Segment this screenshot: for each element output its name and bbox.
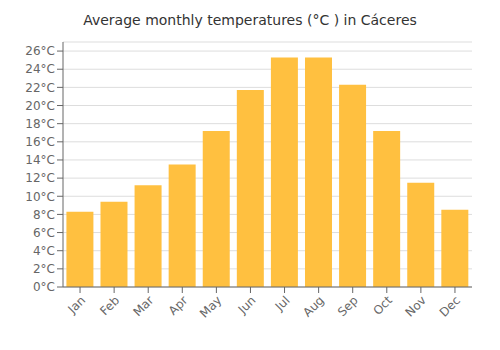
- svg-text:Nov: Nov: [403, 293, 429, 319]
- svg-text:Feb: Feb: [97, 293, 122, 318]
- svg-text:10°C: 10°C: [25, 190, 55, 204]
- svg-text:4°C: 4°C: [33, 244, 55, 258]
- html-text:Average monthly temperatures (: Average monthly temperatures (°C ) in Cá…: [83, 12, 417, 28]
- svg-text:2°C: 2°C: [33, 262, 55, 276]
- svg-text:8°C: 8°C: [33, 208, 55, 222]
- svg-text:Oct: Oct: [370, 293, 395, 318]
- svg-text:12°C: 12°C: [25, 171, 55, 185]
- svg-text:Sep: Sep: [335, 293, 361, 319]
- svg-text:May: May: [197, 293, 224, 320]
- svg-text:26°C: 26°C: [25, 44, 55, 58]
- svg-text:16°C: 16°C: [25, 135, 55, 149]
- svg-text:14°C: 14°C: [25, 153, 55, 167]
- svg-text:18°C: 18°C: [25, 117, 55, 131]
- svg-text:Apr: Apr: [166, 293, 191, 318]
- svg-text:Jan: Jan: [64, 293, 88, 317]
- svg-text:20°C: 20°C: [25, 99, 55, 113]
- svg-text:22°C: 22°C: [25, 81, 55, 95]
- svg-text:Aug: Aug: [300, 293, 326, 319]
- svg-text:Mar: Mar: [130, 293, 156, 319]
- svg-text:6°C: 6°C: [33, 226, 55, 240]
- svg-text:0°C: 0°C: [33, 280, 55, 294]
- svg-text:Jun: Jun: [235, 293, 259, 317]
- svg-text:24°C: 24°C: [25, 62, 55, 76]
- svg-text:Jul: Jul: [272, 293, 293, 314]
- svg-text:Dec: Dec: [437, 293, 463, 319]
